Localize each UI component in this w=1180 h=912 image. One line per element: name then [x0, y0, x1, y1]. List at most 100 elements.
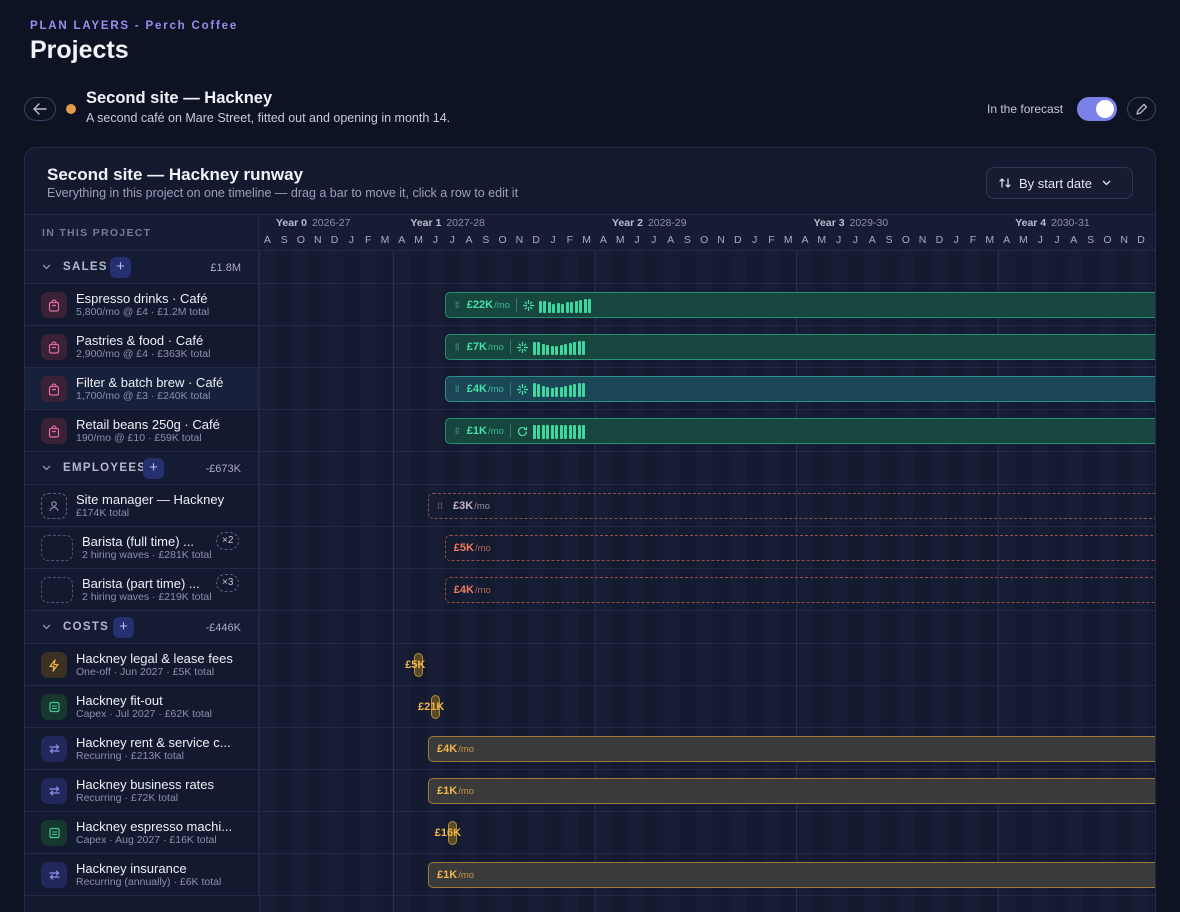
list-item[interactable]: Barista (part time) ... 2 hiring waves · … — [25, 569, 1155, 611]
month-label: S — [885, 234, 893, 246]
month-label: J — [1054, 234, 1060, 246]
row-label-cell[interactable]: Pastries & food · Café 2,900/mo @ £4 · £3… — [25, 326, 259, 367]
row-label-cell[interactable]: Hackney espresso machi... Capex · Aug 202… — [25, 812, 259, 853]
year-label: Year 4 2030-31 — [1015, 217, 1090, 229]
bar-value: £1K — [437, 869, 458, 881]
row-label-cell[interactable]: Hackney business rates Recurring · £72K t… — [25, 770, 259, 811]
sales-bar[interactable]: ⁞⁞ £4K/mo — [444, 376, 1155, 402]
sort-dropdown[interactable]: By start date — [986, 167, 1133, 199]
month-column — [376, 251, 394, 912]
list-item[interactable]: Hackney espresso machi... Capex · Aug 202… — [25, 812, 1155, 854]
sales-bar[interactable]: ⁞⁞ £22K/mo — [444, 292, 1155, 318]
month-column — [275, 251, 293, 912]
project-description: A second café on Mare Street, fitted out… — [86, 111, 451, 125]
sales-bag-icon — [41, 418, 67, 444]
add-costs-button[interactable]: + — [113, 617, 134, 638]
row-label-cell[interactable]: Barista (full time) ... 2 hiring waves · … — [25, 527, 259, 568]
one-off-marker[interactable] — [431, 695, 440, 719]
one-off-marker[interactable] — [447, 821, 457, 845]
month-label: J — [432, 234, 439, 246]
sparkline-bar — [573, 342, 577, 355]
list-item[interactable]: Hackney business rates Recurring · £72K t… — [25, 770, 1155, 812]
row-label-cell[interactable]: Retail beans 250g · Café 190/mo @ £10 · £… — [25, 410, 259, 451]
month-label: N — [313, 234, 322, 246]
edit-project-button[interactable] — [1127, 97, 1156, 121]
row-label-cell[interactable]: Site manager — Hackney £174K total — [25, 485, 259, 526]
chevron-down-icon[interactable] — [42, 463, 51, 474]
row-detail: 1,700/mo @ £3 · £240K total — [76, 390, 211, 402]
sales-bar[interactable]: ⁞⁞ £7K/mo — [444, 334, 1155, 360]
sparkline-bar — [537, 384, 541, 397]
list-item[interactable]: Espresso drinks · Café 5,800/mo @ £4 · £1… — [25, 284, 1155, 326]
cost-bar[interactable]: £4K/mo — [428, 736, 1155, 762]
drag-handle-icon[interactable]: ⁞⁞ — [437, 501, 443, 511]
cost-bar[interactable]: £1K/mo — [428, 862, 1155, 888]
row-label-cell[interactable]: Hackney fit-out Capex · Jul 2027 · £62K t… — [25, 686, 259, 727]
row-label-cell[interactable]: Hackney rent & service c... Recurring · £… — [25, 728, 259, 769]
drag-handle-icon[interactable]: ⁞⁞ — [454, 300, 460, 310]
bar-amount: £7K/mo — [467, 341, 504, 353]
recurring-arrows-icon — [41, 778, 67, 804]
list-item[interactable]: Hackney rent & service c... Recurring · £… — [25, 728, 1155, 770]
list-item[interactable]: Hackney fit-out Capex · Jul 2027 · £62K t… — [25, 686, 1155, 728]
drag-handle-icon[interactable]: ⁞⁞ — [454, 426, 460, 436]
row-name: Barista (part time) ... — [82, 576, 200, 591]
month-label: J — [449, 234, 455, 246]
add-sales-button[interactable]: + — [110, 257, 131, 278]
row-label-cell[interactable]: Filter & batch brew · Café 1,700/mo @ £3 … — [25, 368, 259, 409]
sparkline-bar — [561, 304, 565, 313]
divider — [509, 424, 511, 438]
forecast-label: In the forecast — [987, 102, 1064, 116]
row-name: Hackney fit-out — [76, 693, 163, 708]
bar-unit: /mo — [474, 542, 491, 554]
employee-bar[interactable]: £5K/mo — [444, 535, 1155, 561]
month-column — [1149, 251, 1155, 912]
back-button[interactable] — [24, 97, 56, 121]
year-label: Year 1 2027-28 — [410, 217, 485, 229]
employee-bar[interactable]: ⁞⁞ £3K/mo — [428, 493, 1155, 519]
chevron-down-icon[interactable] — [42, 262, 51, 273]
bar-unit: /mo — [487, 342, 504, 353]
drag-handle-icon[interactable]: ⁞⁞ — [454, 342, 460, 352]
list-item[interactable]: Hackney insurance Recurring (annually) · … — [25, 854, 1155, 896]
list-item[interactable]: Site manager — Hackney £174K total ⁞⁞ £3K/m… — [25, 485, 1155, 527]
month-label: M — [985, 234, 995, 246]
refresh-icon — [517, 426, 528, 437]
bar-unit: /mo — [474, 500, 491, 512]
sales-bar[interactable]: ⁞⁞ £1K/mo — [444, 418, 1155, 444]
month-label: S — [1087, 234, 1095, 246]
month-label: A — [465, 234, 473, 246]
drag-handle-icon[interactable]: ⁞⁞ — [454, 384, 460, 394]
forecast-toggle[interactable] — [1077, 97, 1117, 121]
employee-bar[interactable]: £4K/mo — [444, 577, 1155, 603]
month-label: D — [330, 234, 339, 246]
bar-value: £4K — [466, 383, 487, 395]
list-item[interactable]: Filter & batch brew · Café 1,700/mo @ £3 … — [25, 368, 1155, 410]
add-employees-button[interactable]: + — [143, 458, 164, 479]
list-item[interactable]: Pastries & food · Café 2,900/mo @ £4 · £3… — [25, 326, 1155, 368]
list-item[interactable]: Retail beans 250g · Café 190/mo @ £10 · £… — [25, 410, 1155, 452]
one-off-marker[interactable] — [414, 653, 424, 677]
row-label-cell[interactable]: Espresso drinks · Café 5,800/mo @ £4 · £1… — [25, 284, 259, 325]
sparkline-bar — [550, 425, 554, 439]
cost-bar[interactable]: £1K/mo — [428, 778, 1155, 804]
card-title: Second site — Hackney runway — [47, 165, 304, 184]
row-name: Site manager — Hackney — [76, 492, 225, 507]
sparkle-icon — [516, 341, 528, 353]
row-label-cell[interactable]: Hackney insurance Recurring (annually) · … — [25, 854, 259, 895]
month-label: O — [700, 234, 709, 246]
sparkline-bar — [537, 342, 541, 355]
row-label-cell[interactable]: Hackney legal & lease fees One-off · Jun … — [25, 644, 259, 685]
toggle-knob — [1096, 100, 1114, 118]
list-item[interactable]: Barista (full time) ... 2 hiring waves · … — [25, 527, 1155, 569]
sparkline — [532, 381, 586, 397]
row-label-cell[interactable]: Barista (part time) ... 2 hiring waves · … — [25, 569, 259, 610]
list-item[interactable]: Hackney legal & lease fees One-off · Jun … — [25, 644, 1155, 686]
row-name: Filter & batch brew · Café — [76, 375, 224, 390]
sparkline-bar — [577, 425, 581, 439]
machine-icon — [41, 820, 67, 846]
bar-value: £1K — [437, 785, 458, 797]
chevron-down-icon[interactable] — [42, 622, 51, 633]
month-label: N — [1120, 234, 1128, 246]
month-label: S — [482, 234, 490, 246]
